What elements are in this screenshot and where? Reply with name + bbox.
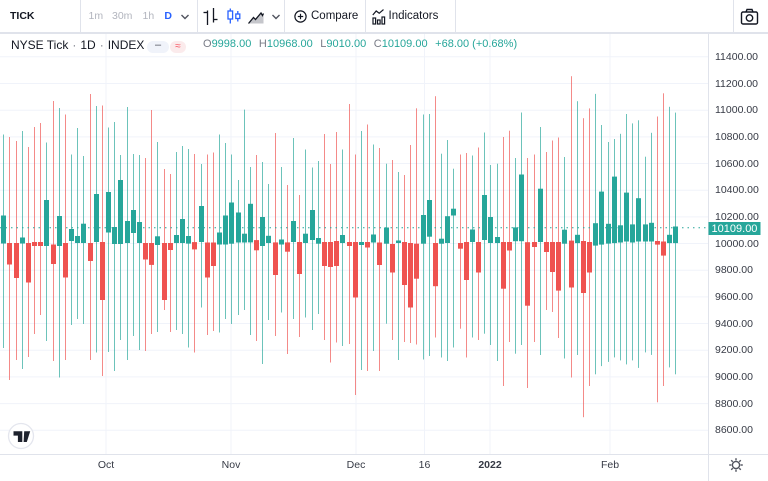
svg-text:10109.00: 10109.00 <box>712 223 758 235</box>
